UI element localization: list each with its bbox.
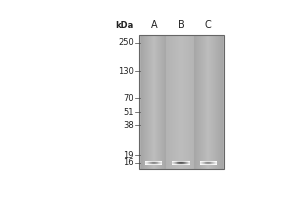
Bar xyxy=(159,35,160,169)
Bar xyxy=(190,35,191,169)
Bar xyxy=(162,35,163,169)
Bar xyxy=(169,35,170,169)
Bar xyxy=(202,35,203,169)
Bar xyxy=(220,35,221,169)
Bar xyxy=(206,35,207,169)
Bar xyxy=(147,35,148,169)
Bar xyxy=(194,35,195,169)
Bar xyxy=(156,35,157,169)
Bar xyxy=(176,35,177,169)
Bar xyxy=(196,35,197,169)
Bar xyxy=(180,35,181,169)
Bar xyxy=(205,35,206,169)
Bar xyxy=(221,35,222,169)
Bar xyxy=(201,35,202,169)
Bar xyxy=(157,35,158,169)
Bar xyxy=(145,35,146,169)
Bar xyxy=(218,35,219,169)
Bar xyxy=(170,35,171,169)
Bar xyxy=(153,35,154,169)
Bar xyxy=(161,35,162,169)
Bar xyxy=(174,35,175,169)
Bar xyxy=(185,35,186,169)
Bar xyxy=(194,35,195,169)
Text: A: A xyxy=(151,20,157,30)
Bar xyxy=(160,35,161,169)
Bar xyxy=(203,35,204,169)
Bar xyxy=(160,35,161,169)
Bar xyxy=(217,35,218,169)
Bar xyxy=(151,35,152,169)
Bar xyxy=(215,35,216,169)
Bar xyxy=(165,35,166,169)
Bar xyxy=(213,35,214,169)
Bar xyxy=(210,35,211,169)
Bar xyxy=(199,35,200,169)
Bar xyxy=(149,35,150,169)
Bar xyxy=(216,35,217,169)
Bar xyxy=(166,35,167,169)
Bar xyxy=(155,35,156,169)
Bar xyxy=(197,35,198,169)
Bar xyxy=(171,35,172,169)
Bar xyxy=(150,35,151,169)
Text: 38: 38 xyxy=(123,121,134,130)
Bar xyxy=(219,35,220,169)
Bar xyxy=(193,35,194,169)
Text: 51: 51 xyxy=(124,108,134,117)
Bar xyxy=(144,35,145,169)
Bar xyxy=(152,35,153,169)
Bar xyxy=(214,35,215,169)
Bar xyxy=(181,35,182,169)
Bar xyxy=(175,35,176,169)
Bar xyxy=(166,35,167,169)
Bar xyxy=(195,35,196,169)
Bar xyxy=(191,35,192,169)
Text: B: B xyxy=(178,20,184,30)
Bar xyxy=(198,35,199,169)
Bar xyxy=(200,35,201,169)
Bar xyxy=(209,35,210,169)
Bar xyxy=(158,35,159,169)
Bar xyxy=(168,35,169,169)
Bar xyxy=(222,35,223,169)
Bar xyxy=(148,35,149,169)
Text: kDa: kDa xyxy=(116,21,134,30)
Text: 250: 250 xyxy=(118,38,134,47)
Bar xyxy=(204,35,205,169)
Bar xyxy=(172,35,173,169)
Bar xyxy=(163,35,164,169)
Bar xyxy=(178,35,179,169)
Bar xyxy=(187,35,188,169)
Bar xyxy=(141,35,142,169)
Bar xyxy=(173,35,174,169)
Bar xyxy=(188,35,189,169)
Bar xyxy=(202,35,203,169)
Bar xyxy=(184,35,185,169)
Bar xyxy=(208,35,209,169)
Text: 130: 130 xyxy=(118,67,134,76)
Bar xyxy=(154,35,155,169)
Bar xyxy=(186,35,187,169)
Bar xyxy=(189,35,190,169)
Text: 19: 19 xyxy=(124,151,134,160)
Text: 16: 16 xyxy=(123,158,134,167)
Text: 70: 70 xyxy=(123,94,134,103)
Bar xyxy=(207,35,208,169)
Bar xyxy=(182,35,183,169)
Bar xyxy=(167,35,168,169)
Bar xyxy=(195,35,196,169)
Bar xyxy=(212,35,213,169)
Bar xyxy=(177,35,178,169)
Text: C: C xyxy=(205,20,211,30)
Bar xyxy=(179,35,180,169)
Bar xyxy=(164,35,165,169)
Bar xyxy=(142,35,143,169)
Bar xyxy=(192,35,193,169)
Bar xyxy=(143,35,144,169)
Bar xyxy=(146,35,147,169)
Bar xyxy=(183,35,184,169)
Bar xyxy=(154,35,155,169)
